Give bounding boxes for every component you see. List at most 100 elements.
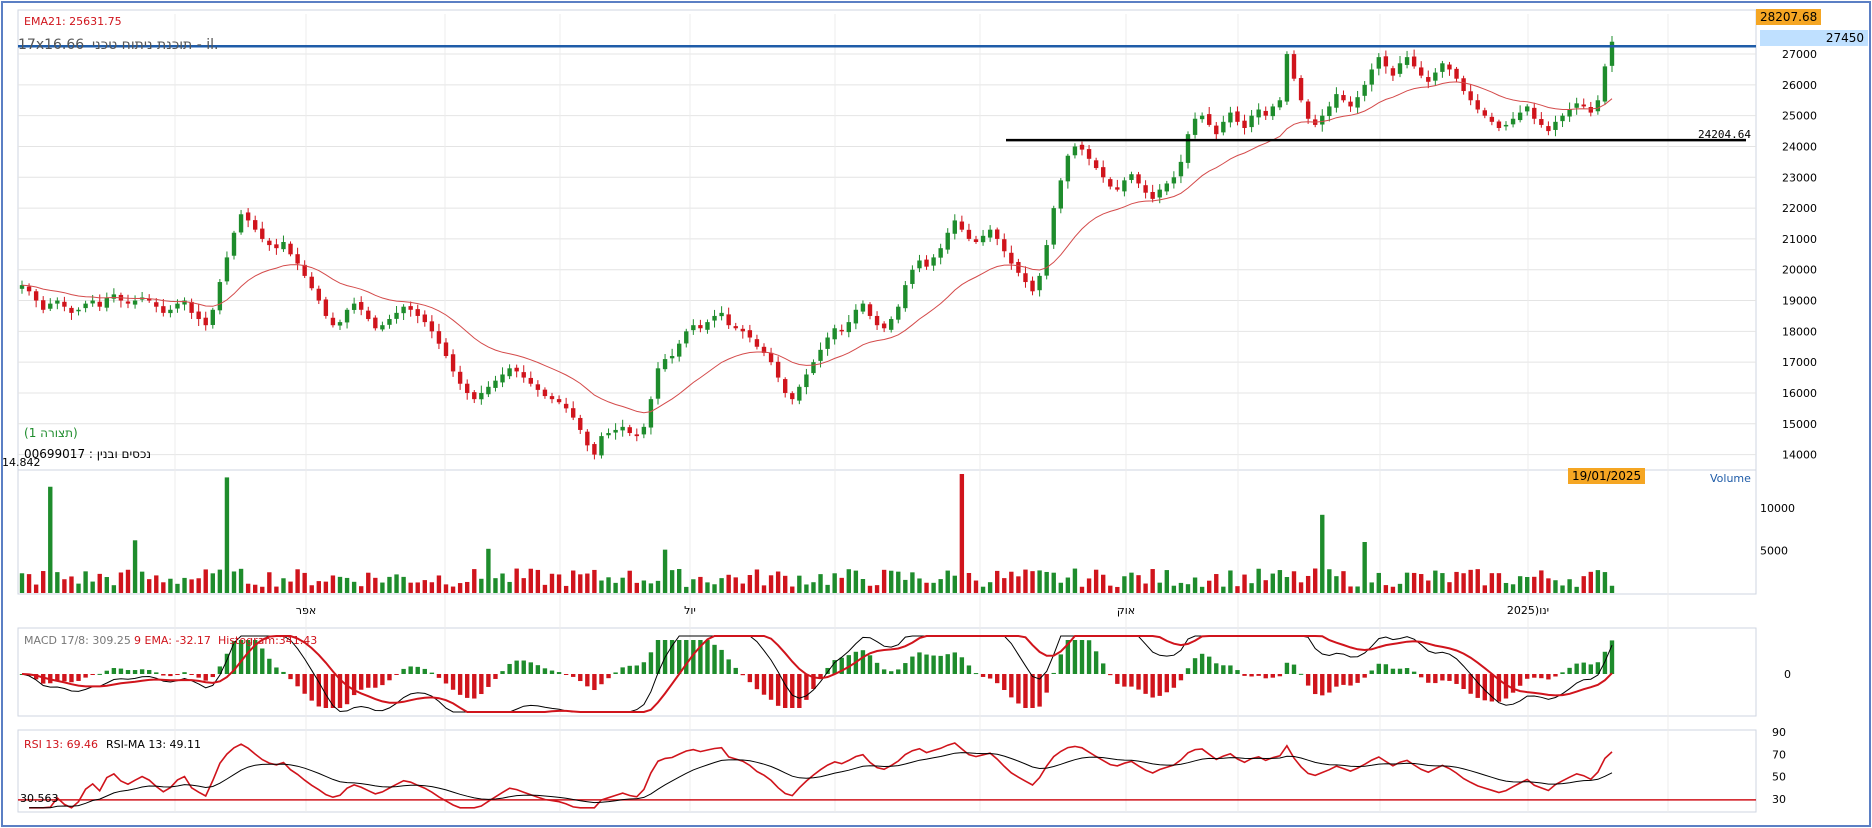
candle — [1129, 174, 1134, 180]
candle — [1277, 100, 1283, 108]
volume-bar — [168, 578, 173, 593]
volume-bar — [620, 577, 625, 593]
volume-bar — [415, 582, 420, 593]
macd-histogram-bar — [860, 650, 866, 674]
candle — [1510, 118, 1516, 125]
macd-histogram-bar — [648, 652, 654, 674]
macd-histogram-bar — [1489, 674, 1495, 702]
candle — [161, 306, 166, 313]
macd-histogram-bar — [655, 640, 661, 674]
volume-bar — [1602, 572, 1608, 593]
volume-bar — [351, 581, 357, 593]
volume-bar — [896, 571, 901, 593]
macd-histogram-bar — [606, 674, 611, 679]
candle — [733, 326, 738, 329]
candle — [1461, 78, 1466, 92]
volume-bar — [1136, 575, 1141, 593]
macd-histogram-bar — [161, 674, 166, 676]
price-tick-label: 26000 — [1782, 79, 1817, 92]
macd-histogram-bar — [1058, 654, 1063, 674]
candle — [818, 349, 823, 361]
volume-bar — [889, 570, 894, 593]
macd-histogram-bar — [1411, 671, 1417, 674]
macd-histogram-bar — [1390, 668, 1396, 674]
volume-bar — [97, 573, 102, 593]
candle — [874, 315, 880, 326]
macd-histogram-bar — [571, 674, 576, 677]
candle — [19, 285, 25, 289]
volume-bar — [719, 578, 724, 593]
volume-bar — [1461, 573, 1466, 593]
volume-bar — [938, 579, 943, 593]
candle — [1525, 106, 1530, 112]
macd-histogram-bar — [281, 671, 286, 674]
macd-histogram-bar — [443, 674, 449, 684]
volume-bar — [1496, 573, 1502, 593]
volume-bar — [790, 586, 795, 593]
macd-histogram-bar — [33, 674, 39, 680]
volume-bar — [1369, 582, 1374, 593]
macd-histogram-bar — [811, 674, 816, 690]
panel-frame — [17, 627, 1757, 717]
macd-histogram-bar — [839, 657, 844, 674]
candle — [1093, 160, 1099, 169]
candle — [1249, 115, 1254, 128]
macd-histogram-bar — [1221, 665, 1226, 674]
volume-bar — [401, 576, 406, 593]
macd-histogram-bar — [1277, 674, 1283, 677]
candle — [295, 254, 300, 264]
volume-bar — [733, 577, 738, 593]
candle — [839, 329, 844, 332]
volume-bar — [1355, 586, 1360, 593]
macd-histogram-bar — [1517, 674, 1523, 686]
candle — [48, 303, 53, 309]
volume-bar — [1525, 577, 1530, 593]
volume-bar — [323, 581, 329, 593]
macd-histogram-bar — [450, 674, 456, 690]
macd-histogram-bar — [472, 674, 477, 699]
volume-bar — [677, 568, 682, 593]
candle — [1588, 107, 1593, 113]
macd-histogram-bar — [987, 674, 993, 679]
candle — [556, 399, 562, 403]
candle — [479, 392, 484, 400]
candle — [768, 352, 774, 363]
candle — [747, 330, 753, 338]
macd-histogram-bar — [1129, 674, 1134, 687]
candle — [775, 361, 781, 378]
volume-bar — [125, 569, 131, 593]
macd-histogram-bar — [1376, 663, 1381, 674]
volume-bar — [1192, 577, 1198, 593]
volume-bar — [1489, 573, 1495, 593]
macd-histogram-bar — [1320, 674, 1325, 696]
macd-histogram-bar — [1298, 673, 1304, 675]
macd-histogram-bar — [373, 674, 378, 688]
macd-histogram-bar — [401, 668, 406, 674]
candle — [217, 282, 223, 311]
volume-bar — [860, 579, 866, 593]
macd-histogram-bar — [260, 648, 265, 674]
macd-histogram-bar — [691, 640, 696, 674]
candle — [1433, 72, 1438, 81]
volume-bar — [874, 585, 880, 593]
candle — [1468, 91, 1473, 101]
macd-histogram-bar — [754, 674, 760, 690]
candle — [90, 300, 95, 304]
macd-histogram-bar — [359, 674, 364, 690]
macd-histogram-bar — [1305, 674, 1311, 686]
volume-bar — [613, 582, 618, 593]
macd-histogram-bar — [366, 674, 371, 688]
volume-bar — [740, 583, 745, 593]
volume-bar — [995, 570, 1000, 593]
volume-bar — [1454, 571, 1459, 593]
candle — [253, 220, 258, 230]
candle — [1482, 110, 1487, 116]
macd-histogram-bar — [408, 666, 413, 674]
volume-bar — [1419, 574, 1424, 593]
volume-bar — [1553, 580, 1558, 593]
volume-bar — [161, 582, 166, 593]
candle — [486, 386, 491, 395]
price-tick-label: 25000 — [1782, 110, 1817, 123]
price-tick-label: 23000 — [1782, 171, 1817, 184]
